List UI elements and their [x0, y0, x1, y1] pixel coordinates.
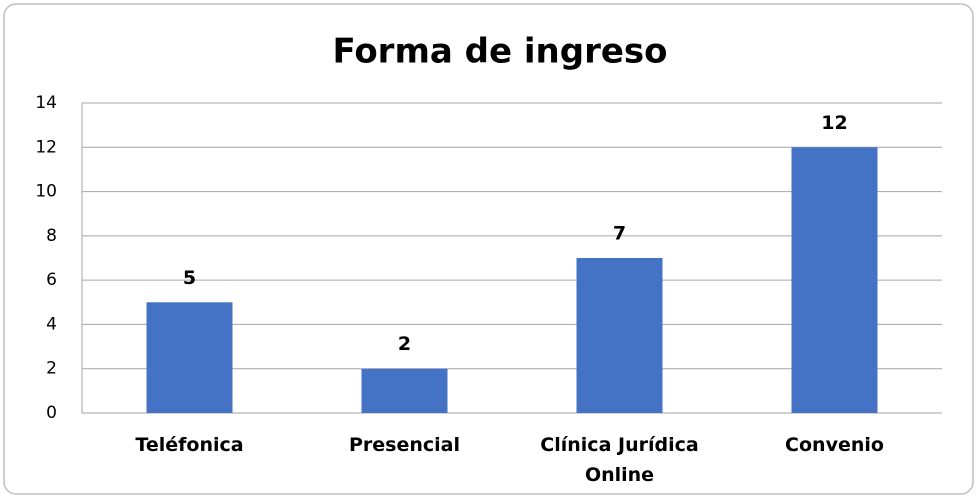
y-tick-label: 12: [35, 137, 57, 157]
y-tick-label: 10: [35, 182, 57, 202]
x-tick-label: Convenio: [785, 434, 884, 456]
data-label: 7: [613, 223, 626, 245]
y-tick-label: 6: [46, 270, 57, 290]
y-tick-label: 4: [46, 314, 57, 334]
x-tick-label: Clínica Jurídica Online: [540, 434, 699, 486]
bar: [361, 368, 448, 413]
bar: [146, 302, 233, 413]
bar: [791, 147, 878, 414]
chart-title: Forma de ingreso: [332, 32, 667, 72]
x-tick-label: Presencial: [348, 434, 460, 456]
y-tick-label: 2: [46, 359, 57, 379]
chart-frame: [3, 3, 974, 495]
bar: [576, 258, 663, 413]
y-tick-label: 14: [35, 93, 57, 113]
data-label: 5: [183, 267, 196, 289]
y-tick-label: 0: [46, 403, 57, 423]
data-label: 2: [398, 333, 411, 355]
x-tick-label: Teléfonica: [135, 434, 244, 456]
y-tick-label: 8: [46, 226, 57, 246]
data-label: 12: [821, 112, 847, 134]
